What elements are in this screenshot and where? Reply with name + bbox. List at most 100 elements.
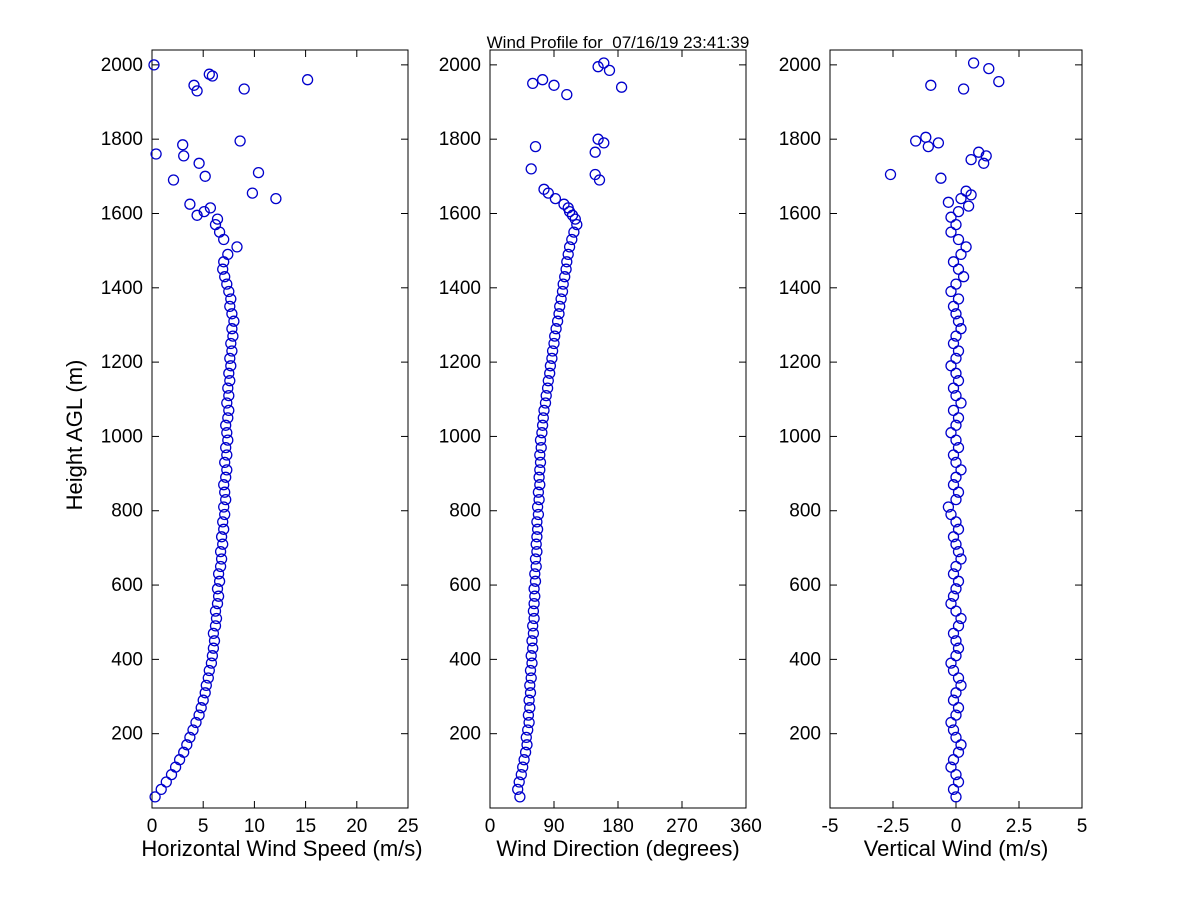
x-axis-label-horizontal-wind-speed: Horizontal Wind Speed (m/s) — [141, 836, 423, 861]
x-tick-label: 360 — [730, 816, 762, 837]
data-point — [221, 464, 233, 476]
axes-box — [151, 49, 409, 809]
data-point — [191, 85, 203, 97]
x-tick-label: 0 — [147, 816, 158, 837]
data-points — [148, 59, 314, 803]
data-point — [520, 731, 532, 744]
data-point — [950, 493, 962, 506]
data-point — [539, 397, 552, 409]
data-point — [947, 724, 960, 736]
data-point — [530, 538, 542, 550]
data-point — [950, 218, 962, 231]
data-point — [947, 568, 960, 580]
data-point — [557, 278, 569, 290]
data-point — [218, 501, 230, 513]
y-tick-label: 1000 — [439, 426, 481, 447]
data-point — [534, 449, 546, 461]
data-point — [562, 248, 574, 261]
data-point — [563, 205, 576, 218]
data-point — [952, 233, 965, 246]
data-point — [223, 404, 235, 417]
y-tick-label: 1400 — [101, 278, 143, 299]
data-point — [531, 501, 544, 513]
data-point — [548, 79, 560, 91]
data-point — [957, 271, 970, 283]
data-point — [226, 345, 238, 357]
data-point — [231, 241, 243, 253]
data-point — [218, 479, 230, 491]
data-point — [542, 375, 554, 387]
data-point — [217, 516, 229, 528]
data-point — [957, 83, 970, 95]
data-point — [221, 397, 233, 409]
y-tick-label: 2000 — [779, 55, 821, 76]
data-point — [589, 146, 601, 158]
data-point — [224, 300, 236, 313]
data-point — [223, 389, 235, 402]
data-point — [223, 367, 235, 379]
data-point — [190, 716, 202, 729]
data-point — [177, 139, 189, 151]
y-tick-label: 200 — [789, 724, 821, 745]
data-point — [214, 560, 227, 573]
data-point — [218, 233, 230, 246]
data-point — [529, 140, 542, 153]
data-point — [978, 157, 990, 169]
panel-0: 0 5 10 15 20 25 200 400 600 800 1000 1200 1400 1600 18… — [101, 49, 419, 837]
data-point — [220, 471, 232, 483]
data-point — [525, 650, 537, 662]
data-point — [945, 226, 957, 238]
data-point — [947, 664, 960, 677]
data-point — [530, 560, 542, 573]
data-point — [947, 590, 960, 602]
data-point — [534, 434, 547, 446]
data-point — [200, 679, 212, 692]
data-point — [149, 791, 161, 803]
data-point — [955, 397, 967, 409]
data-point — [518, 754, 530, 766]
data-point — [950, 538, 962, 550]
data-point — [204, 202, 217, 214]
data-point — [541, 382, 554, 394]
y-tick-label: 800 — [449, 501, 481, 522]
data-points — [512, 57, 628, 803]
data-point — [234, 135, 246, 147]
data-point — [217, 263, 229, 275]
data-point — [546, 352, 558, 365]
data-point — [522, 709, 535, 721]
data-point — [525, 163, 537, 175]
data-point — [205, 657, 218, 669]
y-tick-label: 1000 — [779, 426, 821, 447]
data-point — [226, 323, 238, 335]
data-point — [952, 620, 965, 632]
y-tick-label: 1800 — [101, 129, 143, 150]
x-tick-label: 0 — [485, 816, 496, 837]
data-point — [226, 308, 238, 320]
x-tick-label: 25 — [397, 816, 418, 837]
data-point — [532, 486, 545, 498]
data-point — [213, 575, 226, 587]
data-point — [225, 360, 237, 372]
data-point — [555, 293, 567, 305]
data-point — [549, 192, 562, 205]
data-point — [202, 672, 214, 684]
data-point — [922, 140, 934, 153]
data-point — [207, 642, 220, 654]
data-point — [535, 441, 547, 454]
data-point — [178, 150, 190, 162]
data-point — [531, 523, 544, 535]
data-point — [546, 345, 559, 357]
data-point — [215, 531, 228, 543]
data-point — [950, 583, 962, 595]
data-point — [950, 389, 962, 402]
data-point — [566, 233, 578, 246]
y-tick-label: 400 — [449, 649, 481, 670]
data-point — [950, 791, 962, 803]
data-point — [544, 367, 556, 379]
y-tick-label: 1200 — [439, 352, 481, 373]
data-point — [207, 627, 220, 640]
data-point — [270, 192, 282, 205]
x-tick-label: 15 — [295, 816, 316, 837]
data-point — [598, 137, 610, 149]
